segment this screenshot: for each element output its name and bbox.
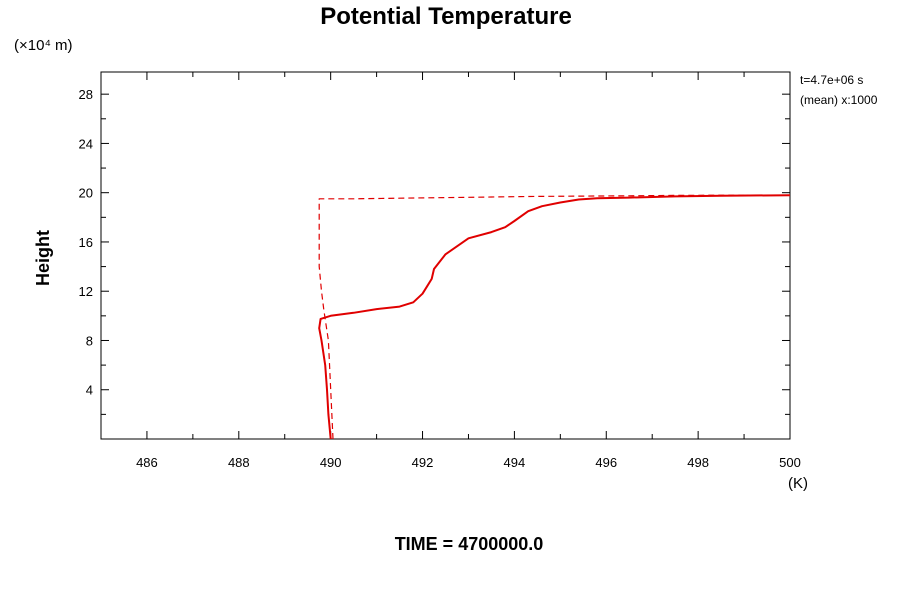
x-tick-label: 494 [504, 455, 526, 470]
y-tick-label: 28 [79, 87, 93, 102]
x-tick-label: 500 [779, 455, 801, 470]
plot-area: 486 488 490 492 494 496 498 500 4 8 12 16 20 24 28 [79, 71, 801, 470]
y-unit-label: (×10⁴ m) [14, 37, 73, 54]
x-tick-label: 490 [320, 455, 342, 470]
info-line-1: t=4.7e+06 s [800, 73, 863, 87]
solid-profile-line [318, 194, 791, 440]
y-tick-label: 12 [79, 284, 93, 299]
y-tick-label: 16 [79, 235, 93, 250]
x-tick-label: 496 [595, 455, 617, 470]
dashed-profile-line [318, 194, 790, 440]
y-tick-label: 4 [86, 383, 93, 398]
info-line-2: (mean) x:1000 [800, 93, 878, 107]
x-tick-label: 498 [687, 455, 709, 470]
x-tick-label: 488 [228, 455, 250, 470]
plot-frame [100, 71, 791, 440]
chart-title: Potential Temperature [320, 3, 572, 30]
x-tick-label: 486 [136, 455, 158, 470]
y-tick-label: 20 [79, 186, 93, 201]
y-axis-label: Height [33, 230, 53, 286]
time-footer: TIME = 4700000.0 [395, 534, 544, 554]
x-tick-label: 492 [412, 455, 434, 470]
y-tick-label: 24 [79, 136, 93, 151]
y-tick-label: 8 [86, 333, 93, 348]
x-unit-label: (K) [788, 475, 808, 492]
